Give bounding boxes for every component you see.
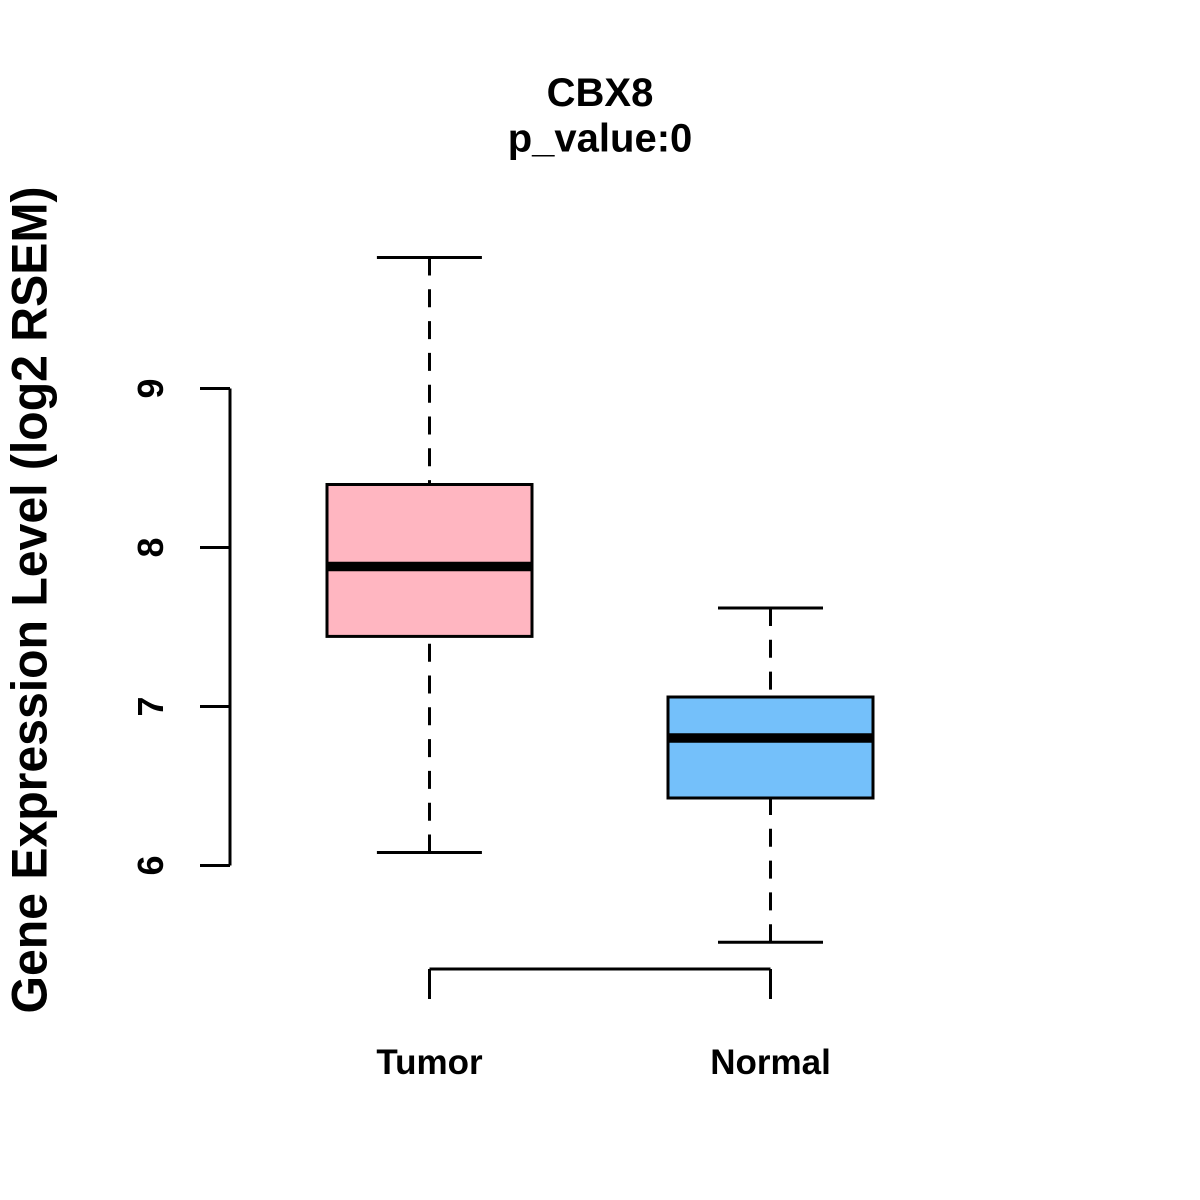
svg-text:9: 9 <box>130 378 171 398</box>
svg-text:6: 6 <box>130 855 171 875</box>
svg-text:Gene Expression Level (log2 RS: Gene Expression Level (log2 RSEM) <box>2 187 58 1014</box>
svg-text:CBX8: CBX8 <box>547 71 654 115</box>
svg-text:Tumor: Tumor <box>376 1043 483 1082</box>
svg-text:Normal: Normal <box>710 1043 831 1082</box>
svg-text:p_value:0: p_value:0 <box>508 117 693 161</box>
svg-text:7: 7 <box>130 696 171 716</box>
svg-text:8: 8 <box>130 537 171 557</box>
